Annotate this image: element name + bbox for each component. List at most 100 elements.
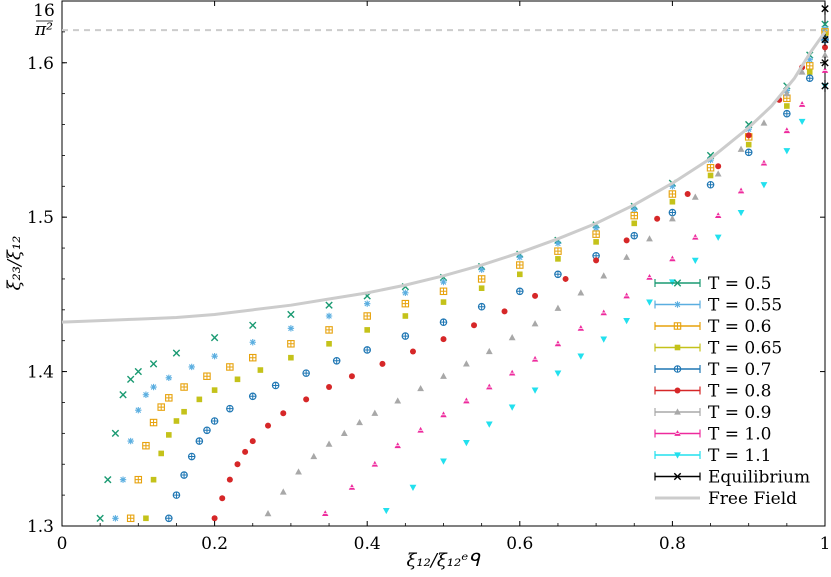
data-point bbox=[302, 369, 310, 377]
data-point bbox=[322, 510, 329, 517]
data-point bbox=[798, 118, 806, 126]
data-point bbox=[394, 397, 402, 404]
data-point bbox=[760, 119, 768, 126]
data-point bbox=[805, 62, 814, 70]
data-point bbox=[646, 299, 653, 306]
data-point bbox=[265, 422, 272, 429]
data-point bbox=[531, 355, 539, 362]
data-point bbox=[485, 421, 493, 428]
y-tick-label: 1.6 bbox=[27, 54, 54, 74]
data-point bbox=[280, 410, 287, 417]
data-point bbox=[119, 391, 127, 399]
data-point bbox=[508, 369, 516, 376]
data-point bbox=[126, 375, 135, 384]
y-tick-label: 1.5 bbox=[27, 208, 54, 228]
data-point bbox=[326, 340, 332, 347]
data-point bbox=[531, 387, 539, 394]
data-point bbox=[554, 370, 562, 377]
legend-entry-9: Equilibrium bbox=[654, 468, 810, 488]
series-2 bbox=[126, 28, 829, 523]
legend-entry-5: T = 0.8 bbox=[654, 382, 771, 402]
data-point bbox=[325, 301, 333, 309]
data-point bbox=[348, 483, 356, 490]
y-tick-label: 1.3 bbox=[27, 517, 54, 537]
data-point bbox=[669, 215, 676, 222]
data-point bbox=[295, 468, 302, 475]
data-point bbox=[165, 394, 173, 402]
data-point bbox=[806, 69, 813, 75]
legend-marker bbox=[674, 452, 681, 459]
data-point bbox=[554, 340, 562, 347]
data-point bbox=[356, 418, 363, 426]
data-point bbox=[134, 367, 142, 376]
series-5 bbox=[211, 44, 828, 522]
legend-marker bbox=[673, 279, 682, 287]
data-point bbox=[439, 287, 448, 296]
data-point bbox=[684, 191, 691, 198]
data-point bbox=[715, 163, 722, 170]
data-point bbox=[409, 484, 417, 491]
data-point bbox=[143, 515, 149, 522]
data-point bbox=[798, 68, 806, 75]
legend-entry-10: Free Field bbox=[655, 489, 797, 509]
data-point bbox=[554, 304, 562, 311]
data-point bbox=[517, 271, 523, 278]
data-point bbox=[196, 396, 203, 403]
x-axis-label: ξ₁₂/ξ₁₂ᵉᑫ bbox=[406, 550, 481, 571]
data-point bbox=[242, 448, 249, 455]
data-point bbox=[394, 442, 401, 449]
data-point bbox=[630, 231, 639, 240]
data-point bbox=[165, 374, 173, 381]
data-point bbox=[508, 334, 516, 341]
data-point bbox=[669, 183, 676, 190]
data-point bbox=[592, 224, 600, 232]
data-point bbox=[287, 310, 295, 319]
data-point bbox=[508, 404, 516, 411]
data-point bbox=[486, 383, 493, 390]
data-point bbox=[440, 458, 447, 465]
data-point bbox=[439, 318, 448, 326]
data-point bbox=[623, 292, 630, 299]
ticks-layer: 0 0.2 0.4 0.6 0.8 1 1.3 1.4 1.5 1.6 bbox=[27, 1, 830, 554]
data-point bbox=[463, 397, 470, 404]
data-point bbox=[409, 348, 416, 355]
legend-label: T = 1.0 bbox=[708, 425, 771, 445]
legend-entry-4: T = 0.7 bbox=[654, 360, 771, 380]
data-point bbox=[371, 409, 379, 416]
data-point bbox=[531, 320, 539, 327]
legend-marker bbox=[673, 322, 682, 330]
data-point bbox=[203, 372, 211, 380]
data-point bbox=[706, 164, 715, 172]
data-point bbox=[271, 381, 280, 390]
legend-label: T = 1.1 bbox=[708, 446, 771, 466]
data-point bbox=[303, 396, 310, 403]
data-point bbox=[478, 285, 485, 292]
data-point bbox=[668, 208, 677, 217]
data-point bbox=[630, 211, 638, 220]
data-point bbox=[631, 206, 638, 213]
data-point bbox=[440, 372, 447, 379]
data-point bbox=[760, 182, 768, 189]
data-point bbox=[516, 254, 523, 261]
legend-label: Free Field bbox=[708, 489, 797, 509]
x-tick-label: 0.8 bbox=[659, 534, 686, 554]
data-point bbox=[181, 408, 187, 415]
marks-layer bbox=[61, 2, 829, 523]
data-point bbox=[577, 324, 585, 331]
data-point bbox=[783, 109, 791, 118]
y-axis-label: ξ₂₃/ξ₁₂ bbox=[4, 236, 25, 291]
data-point bbox=[210, 417, 219, 425]
x-tick-label: 0.2 bbox=[201, 534, 228, 554]
data-point bbox=[501, 308, 508, 315]
data-point bbox=[157, 403, 165, 411]
series-7 bbox=[322, 67, 829, 517]
data-point bbox=[440, 336, 447, 343]
data-point bbox=[363, 312, 371, 320]
data-point bbox=[600, 309, 607, 316]
data-point bbox=[288, 354, 294, 361]
x-tick-label: 0.6 bbox=[506, 534, 533, 554]
legend-entry-0: T = 0.5 bbox=[654, 274, 771, 294]
legend-entry-7: T = 1.0 bbox=[654, 425, 771, 445]
data-point bbox=[249, 353, 257, 362]
data-point bbox=[195, 437, 204, 445]
